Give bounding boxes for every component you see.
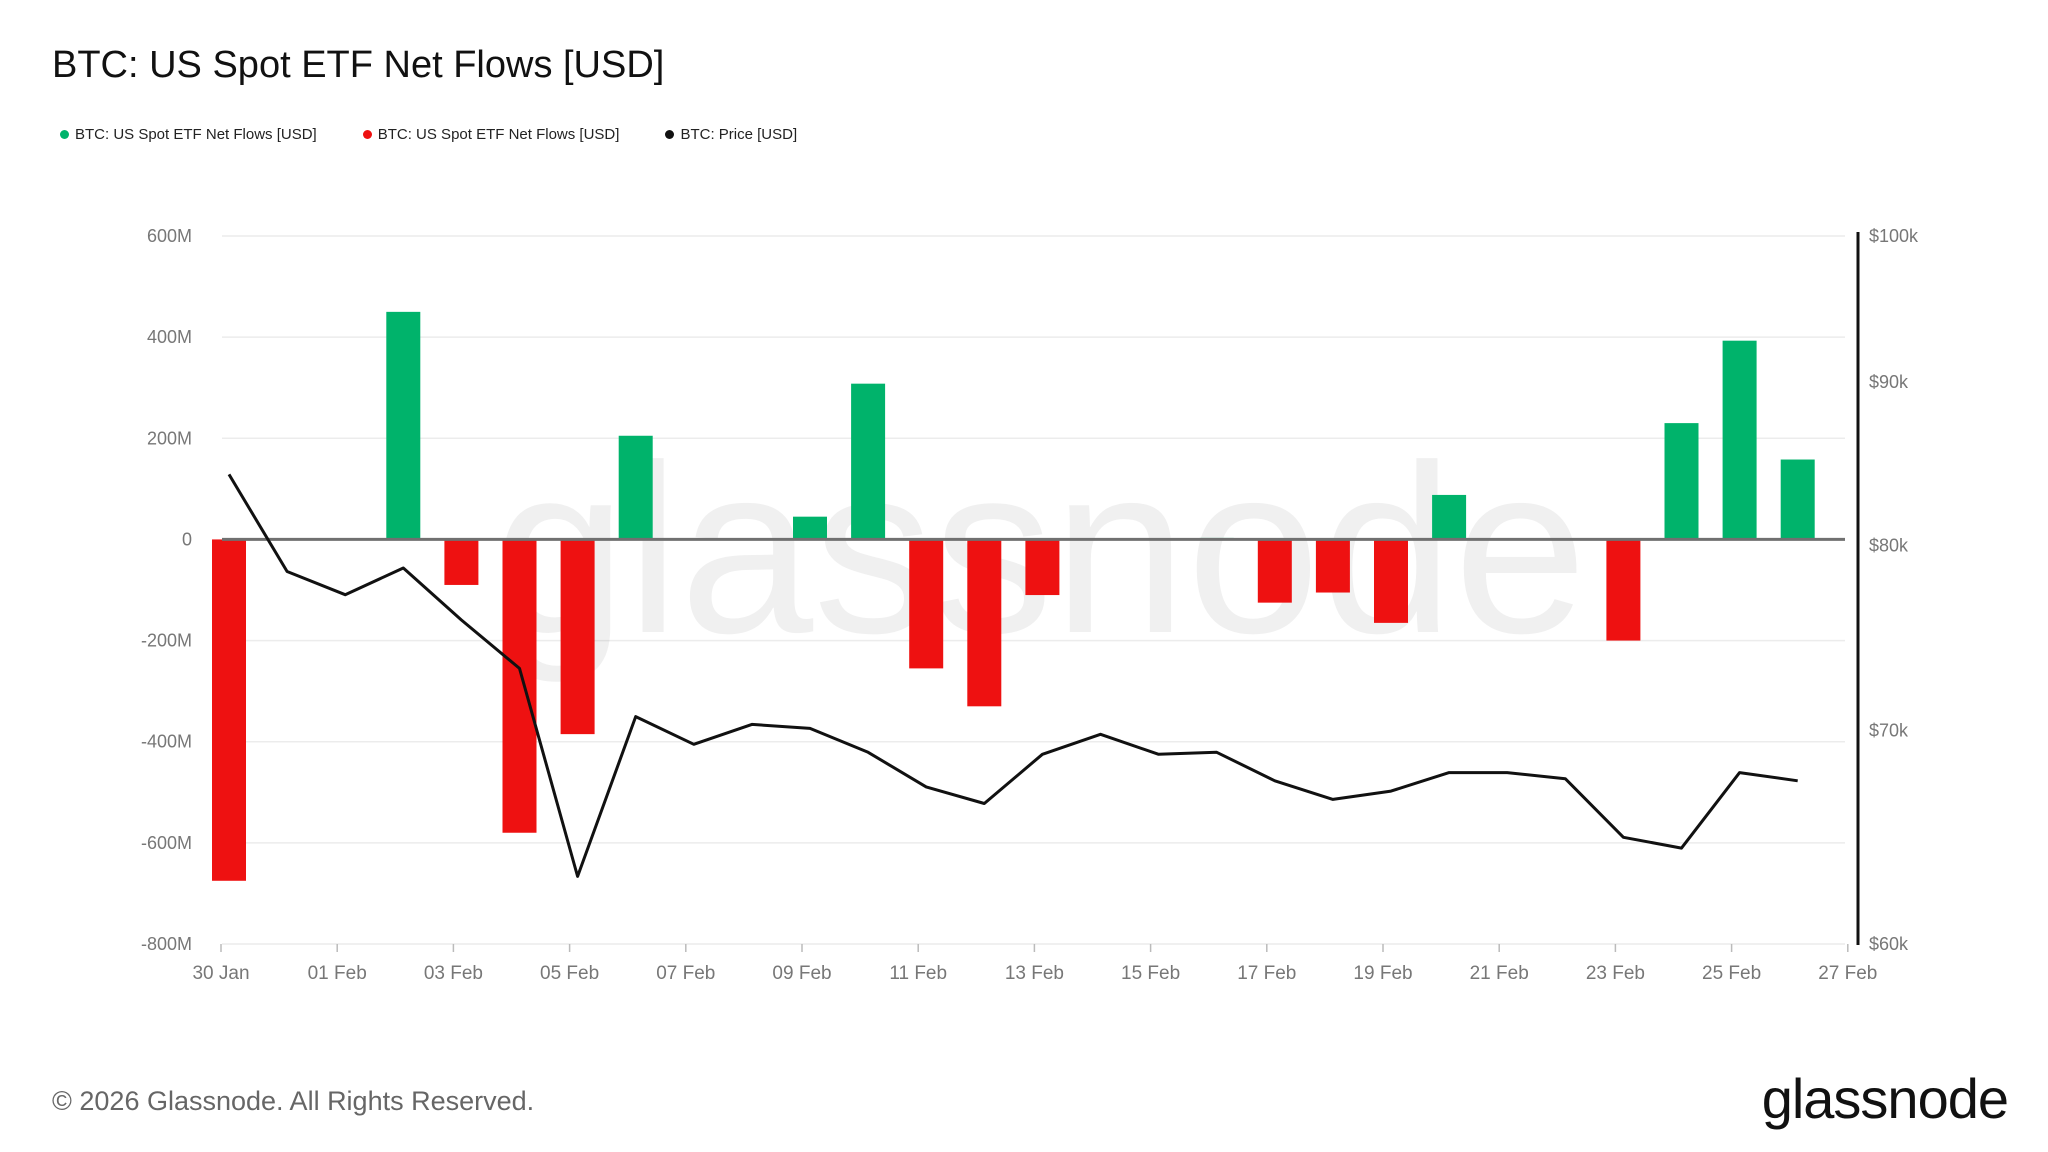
y-right-tick-label: $60k [1869, 934, 1909, 954]
legend-label: BTC: Price [USD] [680, 126, 798, 143]
y-right-tick-label: $90k [1869, 372, 1909, 392]
x-tick-label: 30 Jan [192, 963, 249, 984]
bar-26[interactable] [1722, 340, 1757, 540]
y-right-tick-label: $80k [1869, 535, 1909, 555]
bar-21[interactable] [1432, 494, 1467, 540]
legend-dot-green [60, 130, 69, 139]
bar-12[interactable] [909, 539, 944, 669]
bar-11[interactable] [851, 383, 886, 540]
right-axis-ticks: $100k $90k $80k $70k $60k [1869, 226, 1919, 954]
x-tick-label: 23 Feb [1586, 963, 1645, 984]
x-tick-label: 15 Feb [1121, 963, 1180, 984]
bar-14[interactable] [1025, 539, 1060, 596]
bar-6[interactable] [560, 539, 595, 735]
bar-20[interactable] [1374, 539, 1408, 623]
y-left-tick-label: 200M [147, 428, 192, 448]
x-axis-ticks: 30 Jan 01 Feb 03 Feb 05 Feb 07 Feb 09 Feb 11 F… [192, 944, 1877, 984]
legend-dot-red [362, 130, 372, 139]
x-tick-label: 19 Feb [1353, 963, 1412, 984]
x-tick-label: 21 Feb [1470, 963, 1529, 984]
x-tick-label: 01 Feb [308, 963, 367, 984]
y-left-tick-label: -800M [141, 934, 192, 954]
price-line [227, 473, 1798, 878]
x-tick-label: 07 Feb [656, 963, 715, 984]
legend-label: BTC: US Spot ETF Net Flows [USD] [75, 126, 317, 143]
bar-25[interactable] [1664, 423, 1699, 540]
x-tick-label: 09 Feb [772, 963, 831, 984]
legend-dot-black [665, 130, 675, 139]
bar-4[interactable] [444, 539, 479, 585]
y-left-tick-label: 400M [147, 327, 192, 347]
flow-bars [212, 311, 1815, 881]
brand-logo[interactable]: glassnode [1761, 1067, 2009, 1130]
x-tick-label: 03 Feb [424, 963, 483, 984]
y-left-tick-label: 600M [147, 226, 192, 246]
bar-5[interactable] [502, 539, 537, 833]
bar-24[interactable] [1606, 539, 1641, 641]
legend-label: BTC: US Spot ETF Net Flows [USD] [377, 126, 620, 143]
y-left-tick-label: 0 [182, 529, 192, 549]
bar-10[interactable] [793, 516, 827, 540]
y-right-tick-label: $100k [1869, 226, 1919, 246]
bar-19[interactable] [1315, 539, 1350, 593]
y-left-tick-label: -200M [141, 631, 192, 651]
legend-item-price[interactable]: BTC: Price [USD] [665, 126, 797, 143]
copyright-notice: © 2026 Glassnode. All Rights Reserved. [52, 1086, 535, 1116]
x-tick-label: 17 Feb [1237, 963, 1296, 984]
legend-item-outflows[interactable]: BTC: US Spot ETF Net Flows [USD] [362, 126, 620, 143]
bar-7[interactable] [618, 435, 653, 540]
legend-item-inflows[interactable]: BTC: US Spot ETF Net Flows [USD] [60, 126, 317, 143]
bar-3[interactable] [386, 311, 421, 540]
x-tick-label: 05 Feb [540, 963, 599, 984]
x-tick-label: 27 Feb [1818, 963, 1877, 984]
x-tick-label: 13 Feb [1005, 963, 1064, 984]
legend: BTC: US Spot ETF Net Flows [USD] BTC: US… [60, 126, 797, 143]
x-tick-label: 25 Feb [1702, 963, 1761, 984]
x-tick-label: 11 Feb [889, 963, 947, 984]
left-axis-ticks: 600M 400M 200M 0 -200M -400M -600M -800M [141, 226, 192, 954]
bar-18[interactable] [1257, 539, 1292, 603]
y-left-tick-label: -600M [141, 833, 192, 853]
bar-27[interactable] [1780, 459, 1815, 540]
y-right-tick-label: $70k [1869, 720, 1909, 740]
bar-13[interactable] [967, 539, 1002, 707]
bar-0[interactable] [212, 539, 246, 881]
chart-title: BTC: US Spot ETF Net Flows [USD] [52, 44, 665, 86]
price-series-line[interactable] [227, 473, 1798, 878]
y-left-tick-label: -400M [141, 732, 192, 752]
